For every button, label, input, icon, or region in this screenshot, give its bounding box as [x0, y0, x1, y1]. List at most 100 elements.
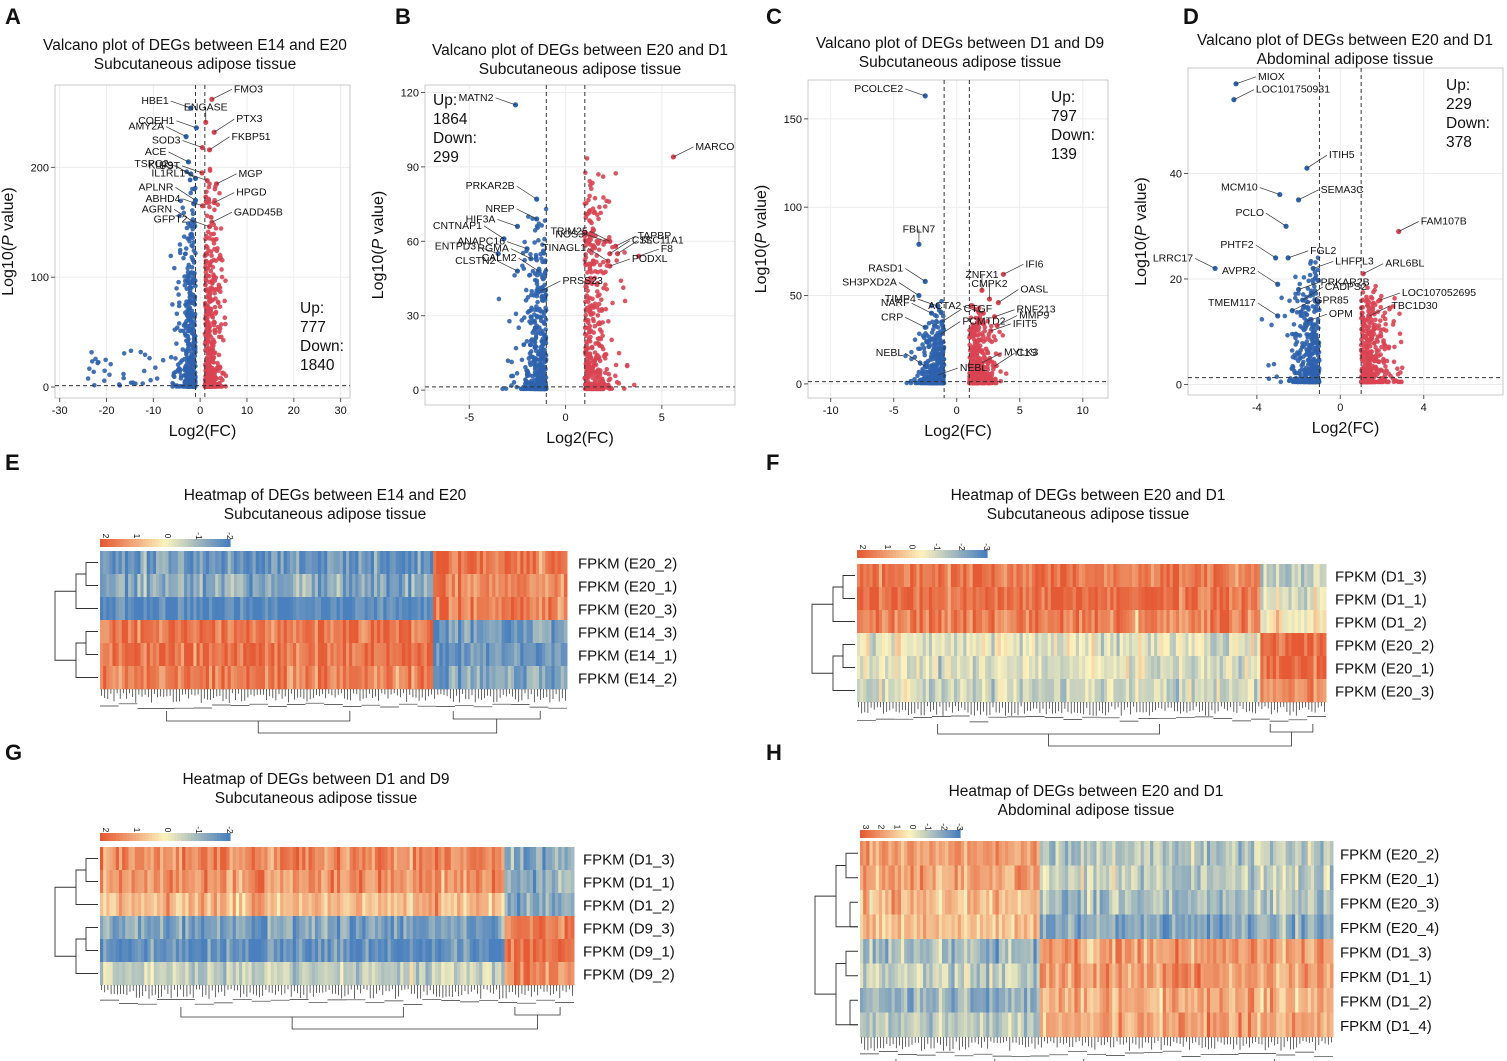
point-down: [189, 353, 195, 358]
heatmap-cell: [124, 620, 129, 644]
heatmap-cell: [174, 666, 179, 690]
heatmap-cell: [109, 597, 113, 621]
heatmap-cell: [888, 656, 892, 680]
up-label: Up:: [433, 92, 457, 109]
heatmap-cell: [168, 666, 173, 690]
heatmap-cell: [171, 574, 176, 598]
heatmap-cell: [240, 597, 244, 621]
heatmap-cell: [445, 597, 450, 621]
heatmap-cell: [916, 564, 921, 588]
heatmap-cell: [932, 633, 936, 657]
heatmap-cell: [202, 666, 207, 690]
heatmap-cell: [271, 643, 275, 667]
point-up: [1393, 378, 1398, 383]
heatmap-cell: [897, 679, 902, 703]
label-leader: [1398, 221, 1419, 232]
point-up: [603, 306, 609, 312]
point-down: [541, 250, 546, 255]
heatmap-cell: [168, 574, 173, 598]
gene-label: ABHD4: [145, 193, 180, 205]
heatmap-cell: [106, 666, 110, 690]
label-leader: [917, 298, 938, 307]
heatmap-cell: [913, 587, 917, 611]
heatmap-cell: [302, 666, 306, 690]
heatmap-cell: [414, 666, 419, 690]
gene-label: IL1RL1: [151, 168, 185, 180]
heatmap-cell: [367, 551, 372, 575]
heatmap-cell: [482, 666, 487, 690]
heatmap-cell: [358, 666, 363, 690]
heatmap-cell: [240, 666, 244, 690]
heatmap-cell: [271, 620, 275, 644]
point-up: [596, 301, 602, 307]
heatmap-cell: [439, 597, 443, 621]
point-up: [582, 233, 588, 239]
gene-label: FBLN7: [903, 223, 936, 235]
point-up: [1391, 359, 1397, 365]
heatmap-cell: [265, 666, 269, 690]
heatmap-cell: [420, 551, 425, 575]
heatmap-cell: [919, 587, 924, 611]
heatmap-cell: [872, 679, 877, 703]
heatmap-cell: [218, 666, 222, 690]
heatmap-cell: [364, 551, 369, 575]
point-down: [535, 299, 540, 305]
heatmap-cell: [137, 574, 141, 598]
heatmap-cell: [373, 551, 378, 575]
heatmap-cell: [115, 620, 120, 644]
heatmap-cell: [548, 597, 552, 621]
heatmap-cell: [293, 666, 297, 690]
heatmap-cell: [482, 574, 487, 598]
point-down: [140, 381, 146, 386]
heatmap-cell: [305, 666, 310, 690]
heatmap-cell: [529, 666, 534, 690]
heatmap-cell: [538, 643, 543, 667]
heatmap-cell: [405, 620, 409, 644]
heatmap-cell: [507, 551, 512, 575]
y-axis-label-italic: P: [1133, 225, 1150, 236]
up-count: 229: [1446, 96, 1472, 113]
gene-label: AGRN: [142, 203, 172, 215]
heatmap-cell: [495, 551, 500, 575]
heatmap-cell: [408, 666, 412, 690]
point-up: [1373, 283, 1378, 289]
point-down: [536, 221, 542, 226]
point-down: [176, 279, 181, 285]
heatmap-cell: [193, 666, 198, 690]
point-up: [597, 308, 602, 313]
gene-label: CALM2: [482, 252, 517, 264]
scatter-points: [496, 156, 637, 392]
point-down: [539, 362, 545, 368]
label-leader: [168, 151, 189, 163]
heatmap-cell: [134, 551, 138, 575]
heatmap-cell: [950, 564, 955, 588]
label-leader: [478, 246, 499, 255]
point-down: [518, 386, 524, 392]
heatmap-cell: [894, 679, 899, 703]
gene-label: CNTNAP1: [433, 220, 482, 232]
point-up: [206, 350, 212, 356]
heatmap-cell: [159, 597, 163, 621]
heatmap-cell: [252, 574, 257, 598]
label-leader: [940, 321, 961, 335]
heatmap-cell: [551, 666, 556, 690]
label-leader: [187, 173, 208, 181]
y-tick-label: 20: [1170, 274, 1182, 286]
heatmap-cell: [414, 574, 419, 598]
point-down: [1308, 261, 1313, 266]
point-down: [1287, 298, 1292, 304]
heatmap-cell: [925, 564, 930, 588]
heatmap-cell: [420, 643, 425, 667]
heatmap-cell: [941, 633, 946, 657]
panel-letter: F: [766, 450, 779, 475]
heatmap-cell: [386, 574, 391, 598]
heatmap-cell: [523, 643, 528, 667]
heatmap-cell: [377, 620, 381, 644]
heatmap-cell: [215, 551, 219, 575]
x-axis-label: Log2(FC): [546, 430, 614, 447]
point-down: [1279, 295, 1284, 301]
heatmap-cell: [935, 656, 939, 680]
heatmap-cell: [517, 597, 521, 621]
point-up: [621, 285, 626, 291]
